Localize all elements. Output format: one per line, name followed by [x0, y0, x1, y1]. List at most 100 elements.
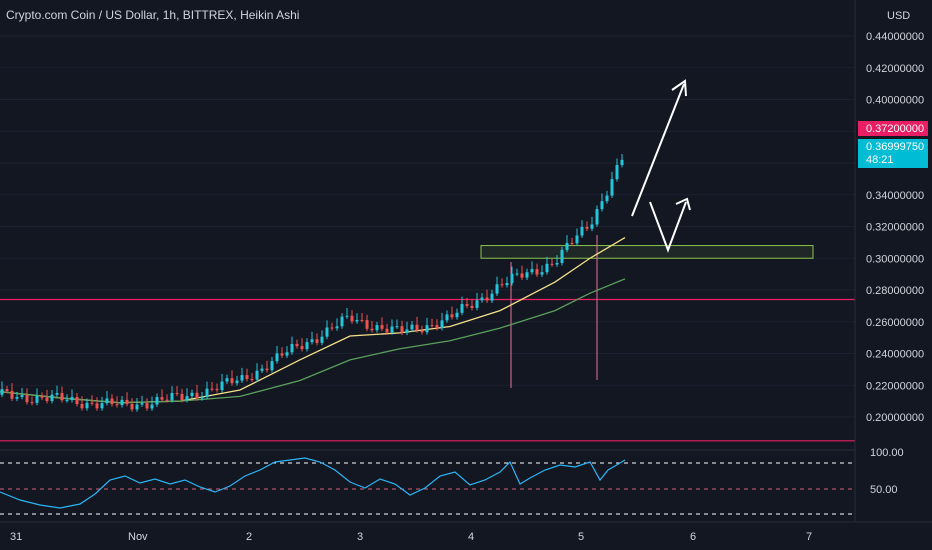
time-tick-label: 2 [246, 531, 252, 543]
candle-body [430, 325, 434, 327]
candle-body [490, 293, 494, 301]
candle-body [355, 320, 359, 322]
candle-body [280, 353, 284, 356]
candle-body [10, 390, 14, 399]
candle-body [450, 314, 454, 318]
oscillator-tick-label: 100.00 [870, 447, 904, 459]
last-price-label: 0.36999750 [866, 141, 924, 153]
support-zone[interactable] [480, 245, 814, 259]
candle-body [245, 375, 249, 379]
candle-body [225, 378, 229, 382]
candle-body [140, 403, 144, 405]
price-tick-label: 0.32000000 [866, 222, 924, 234]
time-ticks: 31 Nov 2 3 4 5 6 7 [10, 531, 812, 543]
currency-label: USD [887, 10, 910, 22]
time-tick-label: 3 [357, 531, 363, 543]
candle-body [295, 344, 299, 347]
candle-body [250, 378, 254, 380]
candle-body [60, 393, 64, 401]
candle-body [455, 312, 459, 318]
moving-average-line [0, 278, 626, 404]
candle-body [125, 399, 129, 404]
moving-average-line [0, 237, 626, 404]
candle-body [320, 336, 324, 343]
candle-body [70, 397, 74, 401]
candle-body [465, 304, 469, 306]
candle-body [65, 400, 69, 402]
candle-body [40, 396, 44, 398]
candle-body [105, 398, 109, 404]
candle-body [575, 235, 579, 244]
candle-body [315, 339, 319, 343]
candle-body [535, 269, 539, 275]
candle-body [420, 330, 424, 333]
candle-body [605, 195, 609, 202]
candle-body [360, 320, 364, 322]
candle-body [590, 224, 594, 229]
candle-body [130, 403, 134, 410]
candle-body [550, 263, 554, 265]
candle-body [155, 397, 159, 405]
candle-body [305, 342, 309, 350]
price-tick-label: 0.22000000 [866, 380, 924, 392]
candle-body [545, 263, 549, 273]
candle-body [260, 368, 264, 371]
candle-body [570, 242, 574, 244]
high-price-label: 0.37200000 [866, 123, 924, 135]
price-axis-panel [855, 0, 932, 522]
candle-body [325, 327, 329, 337]
candle-body [90, 402, 94, 404]
price-tick-label: 0.28000000 [866, 285, 924, 297]
price-ticks: 0.440000000.420000000.400000000.38000000… [866, 31, 924, 424]
candle-body [255, 370, 259, 380]
countdown-label: 48:21 [866, 154, 894, 166]
candle-body [600, 201, 604, 210]
candle-body [200, 397, 204, 399]
candle-body [275, 353, 279, 362]
candle-body [560, 249, 564, 263]
oscillator-tick-label: 50.00 [870, 484, 898, 496]
candle-body [15, 397, 19, 399]
candle-body [170, 392, 174, 401]
candle-body [365, 320, 369, 329]
oscillator-pane [0, 457, 855, 515]
candle-body [210, 388, 214, 390]
candle-body [220, 381, 224, 391]
price-tick-label: 0.24000000 [866, 349, 924, 361]
moving-averages [0, 237, 626, 404]
candle-body [580, 226, 584, 236]
candles [0, 154, 624, 412]
candle-body [135, 404, 139, 410]
candle-body [175, 392, 179, 394]
price-tick-label: 0.20000000 [866, 412, 924, 424]
candle-body [495, 284, 499, 294]
candle-body [115, 404, 119, 406]
candle-body [85, 402, 89, 409]
candle-body [5, 389, 9, 391]
candle-body [460, 304, 464, 313]
price-tick-label: 0.26000000 [866, 317, 924, 329]
candle-body [500, 284, 504, 286]
candle-body [30, 402, 34, 404]
candle-body [160, 397, 164, 400]
candle-body [55, 393, 59, 395]
candle-body [555, 262, 559, 265]
candle-body [520, 273, 524, 278]
candle-body [410, 324, 414, 330]
candle-body [25, 395, 29, 403]
candle-body [595, 209, 599, 225]
candle-body [235, 380, 239, 384]
grid [0, 35, 855, 418]
candle-body [400, 326, 404, 333]
candle-body [75, 397, 79, 405]
candle-body [405, 329, 409, 333]
candle-body [620, 159, 624, 165]
last-price-tag [858, 139, 928, 168]
candle-body [285, 352, 289, 356]
candle-body [395, 326, 399, 328]
candle-body [35, 396, 39, 403]
candle-body [565, 242, 569, 250]
candle-body [310, 339, 314, 343]
candle-body [585, 226, 589, 229]
